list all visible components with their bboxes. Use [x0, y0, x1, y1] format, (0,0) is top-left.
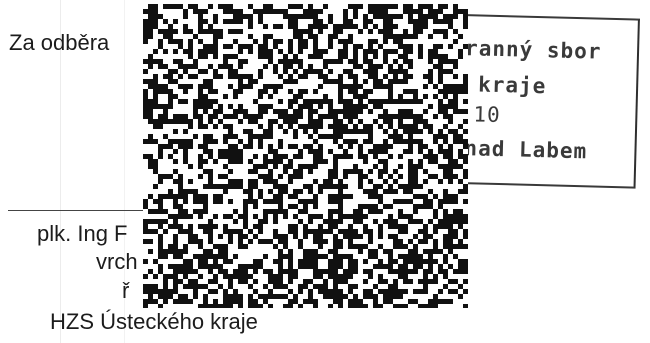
official-stamp: ranný sbor kraje 10 nad Labem	[457, 14, 640, 189]
signatory-name-fragment: plk. Ing F	[37, 221, 128, 246]
noise-pattern	[143, 4, 468, 308]
paper-fold-line-secondary	[124, 0, 125, 343]
stamp-line-2: kraje	[477, 72, 547, 99]
greeting-text-fragment: Za odběra	[9, 30, 110, 55]
stamp-line-3: 10	[473, 102, 501, 128]
signatory-role-fragment: ř	[122, 278, 130, 303]
paper-fold-line	[60, 0, 61, 343]
stamp-line-4: nad Labem	[464, 136, 588, 164]
redaction-noise-block	[143, 4, 468, 308]
signatory-title-fragment: vrch	[96, 249, 138, 274]
organization-name: HZS Ústeckého kraje	[50, 309, 258, 334]
stamp-line-1: ranný sbor	[464, 36, 602, 64]
